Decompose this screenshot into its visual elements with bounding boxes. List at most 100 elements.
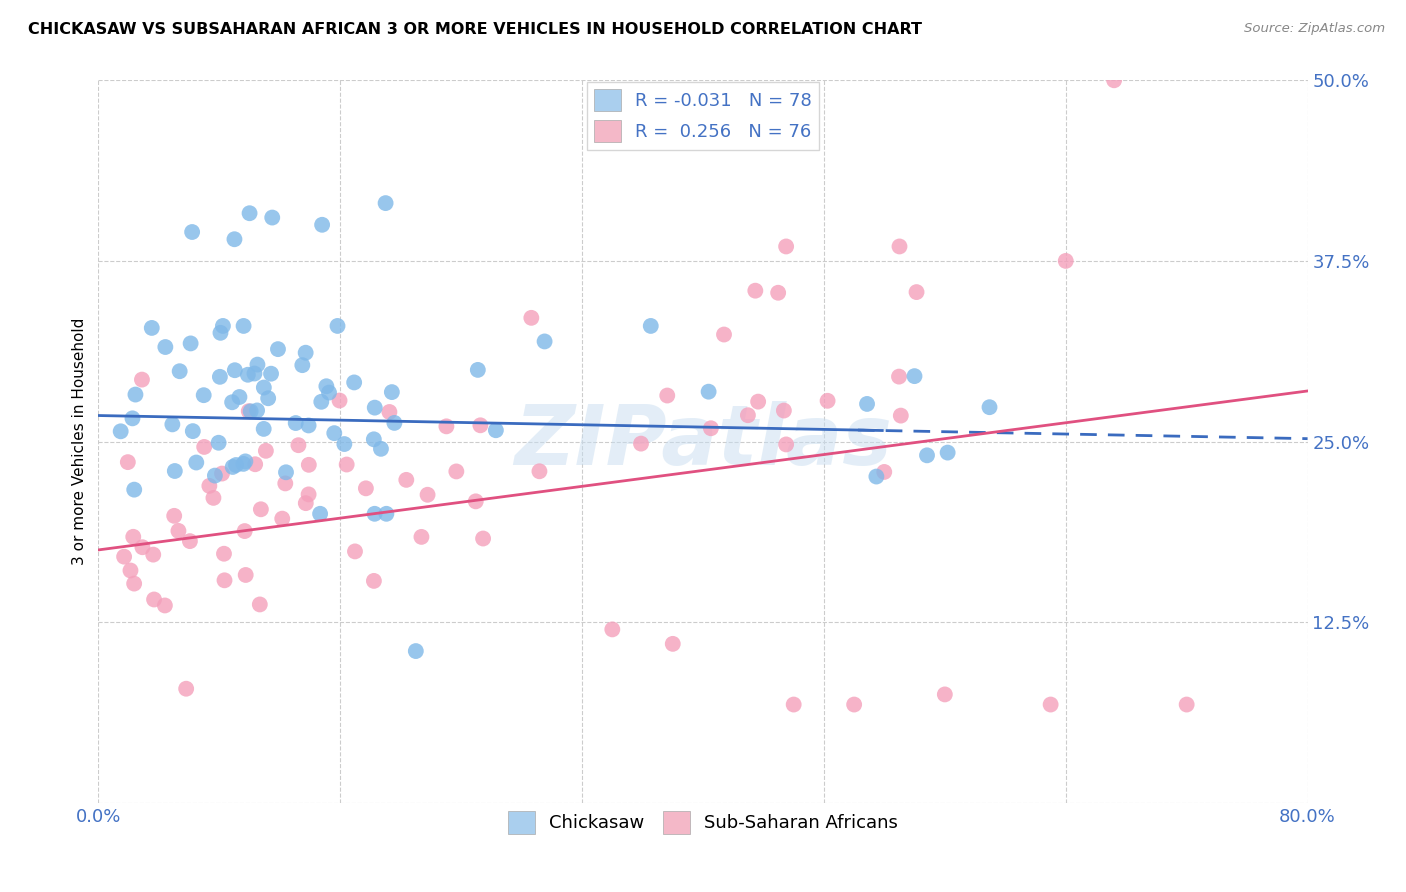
Point	[328, 393, 350, 408]
Point	[250, 502, 273, 516]
Point	[323, 426, 346, 441]
Text: CHICKASAW VS SUBSAHARAN AFRICAN 3 OR MORE VEHICLES IN HOUSEHOLD CORRELATION CHAR: CHICKASAW VS SUBSAHARAN AFRICAN 3 OR MOR…	[28, 22, 922, 37]
Point	[155, 340, 177, 354]
Point	[298, 458, 321, 472]
Point	[141, 321, 163, 335]
Point	[228, 390, 250, 404]
Text: ZIPatlas: ZIPatlas	[515, 401, 891, 482]
Point	[343, 376, 366, 390]
Point	[661, 637, 683, 651]
Point	[163, 508, 186, 523]
Point	[271, 511, 294, 525]
Point	[464, 494, 486, 508]
Point	[284, 416, 307, 430]
Point	[249, 598, 271, 612]
Point	[889, 239, 911, 253]
Point	[239, 404, 262, 418]
Point	[363, 574, 385, 588]
Point	[193, 440, 215, 454]
Point	[766, 285, 789, 300]
Point	[297, 487, 319, 501]
Point	[214, 574, 236, 588]
Point	[343, 544, 366, 558]
Point	[120, 564, 142, 578]
Point	[381, 385, 404, 400]
Point	[262, 211, 284, 225]
Point	[363, 507, 385, 521]
Point	[236, 368, 259, 382]
Point	[384, 416, 406, 430]
Point	[124, 387, 146, 401]
Point	[1102, 73, 1125, 87]
Point	[405, 644, 427, 658]
Point	[297, 418, 319, 433]
Point	[235, 454, 257, 468]
Point	[315, 379, 337, 393]
Point	[979, 401, 1001, 415]
Point	[243, 457, 266, 471]
Point	[131, 373, 153, 387]
Point	[630, 436, 652, 450]
Point	[239, 206, 262, 220]
Point	[254, 443, 277, 458]
Point	[657, 388, 679, 402]
Point	[434, 419, 457, 434]
Point	[212, 318, 235, 333]
Point	[873, 465, 896, 479]
Point	[186, 456, 208, 470]
Point	[1039, 698, 1062, 712]
Text: Source: ZipAtlas.com: Source: ZipAtlas.com	[1244, 22, 1385, 36]
Point	[121, 411, 143, 425]
Point	[267, 342, 290, 356]
Point	[253, 422, 276, 436]
Point	[257, 391, 280, 405]
Point	[363, 433, 385, 447]
Point	[122, 576, 145, 591]
Point	[243, 367, 266, 381]
Point	[224, 363, 246, 377]
Point	[122, 530, 145, 544]
Point	[209, 326, 232, 340]
Point	[294, 496, 316, 510]
Legend: Chickasaw, Sub-Saharan Africans: Chickasaw, Sub-Saharan Africans	[501, 805, 905, 841]
Point	[202, 491, 225, 505]
Point	[364, 401, 387, 415]
Point	[697, 384, 720, 399]
Point	[416, 488, 439, 502]
Point	[446, 465, 468, 479]
Point	[287, 438, 309, 452]
Point	[1054, 253, 1077, 268]
Point	[309, 507, 332, 521]
Point	[333, 437, 356, 451]
Point	[783, 698, 806, 712]
Point	[112, 549, 135, 564]
Point	[936, 445, 959, 459]
Point	[865, 469, 887, 483]
Point	[915, 448, 938, 462]
Point	[775, 239, 797, 253]
Point	[198, 479, 221, 493]
Point	[318, 385, 340, 400]
Point	[640, 318, 662, 333]
Point	[291, 358, 314, 372]
Point	[153, 599, 176, 613]
Point	[294, 345, 316, 359]
Point	[246, 358, 269, 372]
Point	[934, 687, 956, 701]
Point	[181, 225, 204, 239]
Point	[747, 394, 769, 409]
Point	[211, 467, 233, 481]
Point	[174, 681, 197, 696]
Point	[375, 507, 398, 521]
Point	[470, 418, 492, 433]
Point	[163, 464, 186, 478]
Point	[131, 540, 153, 554]
Point	[212, 547, 235, 561]
Point	[232, 318, 254, 333]
Point	[700, 421, 723, 435]
Point	[110, 425, 132, 439]
Point	[169, 364, 191, 378]
Point	[260, 367, 283, 381]
Point	[472, 532, 495, 546]
Point	[224, 232, 246, 246]
